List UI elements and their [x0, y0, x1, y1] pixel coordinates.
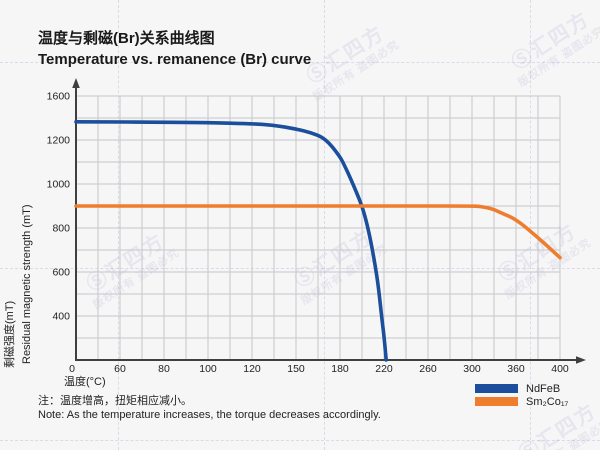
y-axis-title-zh: 剩磁强度(mT) — [4, 300, 16, 368]
y-axis-title-en: Residual magnetic strength (mT) — [21, 204, 33, 364]
svg-text:150: 150 — [287, 363, 305, 375]
svg-text:400: 400 — [52, 311, 70, 323]
page-title-zh: 温度与剩磁(Br)关系曲线图 — [38, 30, 215, 47]
svg-text:300: 300 — [463, 363, 481, 375]
legend-swatch-sm2co17 — [475, 397, 518, 406]
axes — [75, 86, 580, 361]
svg-text:800: 800 — [52, 223, 70, 235]
svg-text:400: 400 — [551, 363, 569, 375]
svg-text:60: 60 — [114, 363, 126, 375]
page-title: 温度与剩磁(Br)关系曲线图 Temperature vs. remanence… — [38, 28, 311, 71]
svg-text:220: 220 — [375, 363, 393, 375]
series-curve-ndfeb — [74, 120, 388, 362]
svg-text:180: 180 — [331, 363, 349, 375]
background-dashed-line — [118, 0, 119, 450]
svg-text:360: 360 — [507, 363, 525, 375]
legend-swatch-ndfeb — [475, 384, 518, 393]
svg-text:1000: 1000 — [47, 179, 71, 191]
x-axis-title: 温度(°C) — [64, 376, 106, 388]
svg-text:120: 120 — [243, 363, 261, 375]
svg-text:1600: 1600 — [47, 91, 71, 103]
footnote-en: Note: As the temperature increases, the … — [38, 409, 381, 421]
svg-text:1200: 1200 — [47, 135, 71, 147]
legend: NdFeB Sm₂Co₁₇ — [475, 382, 568, 408]
background-dashed-line — [0, 440, 600, 441]
svg-text:100: 100 — [199, 363, 217, 375]
background-dashed-line — [0, 268, 600, 269]
legend-label-ndfeb: NdFeB — [526, 382, 561, 395]
svg-text:80: 80 — [158, 363, 170, 375]
background-dashed-line — [0, 62, 600, 63]
series-curve-sm2co17 — [74, 204, 562, 260]
legend-label-sm2co17: Sm₂Co₁₇ — [526, 395, 569, 408]
y-tick-labels: 400 600 800 1000 1200 1600 — [47, 91, 71, 323]
footnote-zh: 注：温度增高，扭矩相应减小。 — [38, 395, 192, 407]
x-tick-labels: 0 60 80 100 120 150 180 220 260 300 360 400 — [69, 363, 569, 375]
legend-item-ndfeb: NdFeB — [475, 382, 568, 395]
x-axis-arrow — [576, 356, 586, 364]
svg-text:260: 260 — [419, 363, 437, 375]
svg-text:0: 0 — [69, 363, 75, 375]
footnote: 注：温度增高，扭矩相应减小。 Note: As the temperature … — [38, 394, 381, 422]
svg-text:600: 600 — [52, 267, 70, 279]
y-axis-arrow — [72, 78, 80, 88]
page-title-en: Temperature vs. remanence (Br) curve — [38, 51, 312, 68]
background-dashed-line — [324, 0, 325, 450]
background-dashed-line — [530, 0, 531, 450]
legend-item-sm2co17: Sm₂Co₁₇ — [475, 395, 568, 408]
